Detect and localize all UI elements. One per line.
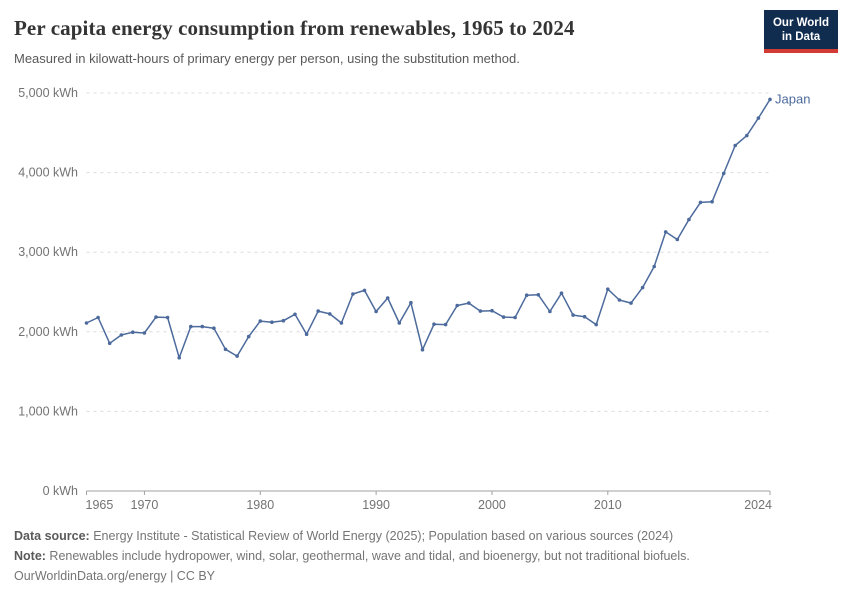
data-point-2001 (501, 315, 506, 319)
owid-logo-line1: Our World (772, 17, 829, 29)
data-point-2013 (640, 285, 645, 290)
data-point-1987 (339, 321, 344, 325)
y-tick-label-5000: 5,000 kWh (18, 86, 78, 100)
data-point-1983 (293, 312, 297, 317)
chart-subtitle: Measured in kilowatt-hours of primary en… (14, 51, 520, 66)
page-title: Per capita energy consumption from renew… (14, 16, 575, 40)
data-point-1969 (131, 330, 135, 335)
y-tick-label-0: 0 kWh (43, 484, 78, 498)
owid-logo-line2: in Data (781, 31, 821, 43)
data-point-2004 (536, 293, 541, 297)
data-point-1978 (235, 354, 239, 358)
x-tick-label-1990: 1990 (362, 498, 390, 512)
data-point-1970 (142, 331, 147, 335)
data-point-1971 (154, 315, 158, 319)
data-point-1985 (316, 309, 321, 313)
data-point-2016 (675, 237, 680, 242)
data-point-1976 (212, 326, 216, 331)
data-point-2007 (571, 313, 575, 317)
note-text: Renewables include hydropower, wind, sol… (45, 549, 690, 563)
data-point-2020 (721, 171, 726, 176)
data-point-1980 (258, 319, 263, 323)
data-point-2005 (548, 309, 552, 314)
data-point-1997 (455, 303, 460, 308)
owid-license-link[interactable]: OurWorldinData.org/energy | CC BY (14, 569, 216, 583)
x-tick-label-2000: 2000 (478, 498, 506, 512)
note-label: Note: (14, 549, 46, 563)
data-point-1994 (420, 347, 425, 352)
data-point-2021 (733, 143, 737, 148)
data-point-1999 (478, 309, 483, 313)
data-point-1968 (119, 333, 124, 337)
data-point-2024 (768, 97, 772, 102)
data-point-1993 (409, 300, 413, 305)
y-tick-label-4000: 4,000 kWh (18, 166, 78, 180)
data-source-label: Data source: (14, 529, 90, 543)
data-point-1990 (374, 309, 378, 314)
y-tick-label-1000: 1,000 kWh (18, 404, 78, 418)
data-point-1967 (107, 341, 112, 346)
data-point-1984 (304, 332, 309, 337)
data-point-2017 (687, 217, 691, 222)
data-point-2023 (756, 116, 761, 120)
data-point-1988 (351, 292, 355, 296)
data-point-1977 (223, 347, 228, 352)
data-point-2015 (663, 230, 668, 234)
note-line: Note: Renewables include hydropower, win… (14, 546, 834, 566)
data-point-2022 (745, 133, 749, 138)
data-point-2010 (606, 287, 610, 292)
data-point-1998 (467, 301, 471, 305)
data-point-2009 (594, 322, 598, 327)
x-tick-label-2024: 2024 (744, 498, 772, 512)
data-point-2002 (513, 315, 517, 320)
data-point-1965 (84, 321, 89, 325)
data-point-2011 (617, 298, 622, 302)
data-point-1989 (362, 288, 367, 293)
x-tick-label-1970: 1970 (131, 498, 159, 512)
data-point-1982 (281, 318, 286, 323)
japan-line-series (86, 99, 771, 359)
data-point-2008 (582, 314, 587, 319)
data-point-1995 (432, 322, 436, 327)
data-point-1966 (96, 315, 100, 320)
data-point-1981 (270, 320, 274, 325)
x-tick-label-2010: 2010 (594, 498, 622, 512)
data-point-1986 (328, 312, 332, 316)
data-point-1975 (200, 324, 205, 329)
data-point-2019 (710, 199, 714, 204)
entity-label: Japan (775, 91, 810, 106)
x-tick-label-1980: 1980 (246, 498, 274, 512)
data-point-1992 (397, 321, 402, 325)
data-point-1973 (177, 355, 181, 360)
owid-logo[interactable]: Our World in Data (764, 10, 838, 53)
y-tick-label-2000: 2,000 kWh (18, 325, 78, 339)
data-point-2014 (652, 264, 656, 269)
data-point-1991 (385, 296, 390, 300)
x-tick-label-1965: 1965 (86, 498, 114, 512)
data-source-text: Energy Institute - Statistical Review of… (89, 529, 674, 543)
data-point-1974 (189, 324, 193, 329)
data-point-2000 (490, 308, 494, 313)
data-point-1996 (443, 322, 448, 327)
chart-footer: Data source: Energy Institute - Statisti… (14, 526, 834, 586)
data-source-line: Data source: Energy Institute - Statisti… (14, 526, 834, 546)
data-point-2018 (698, 200, 703, 205)
data-point-2012 (629, 301, 633, 305)
data-point-1972 (165, 315, 170, 320)
data-point-2003 (524, 293, 529, 298)
data-point-2006 (559, 291, 564, 296)
data-point-1979 (246, 334, 251, 339)
y-tick-label-3000: 3,000 kWh (18, 245, 78, 259)
